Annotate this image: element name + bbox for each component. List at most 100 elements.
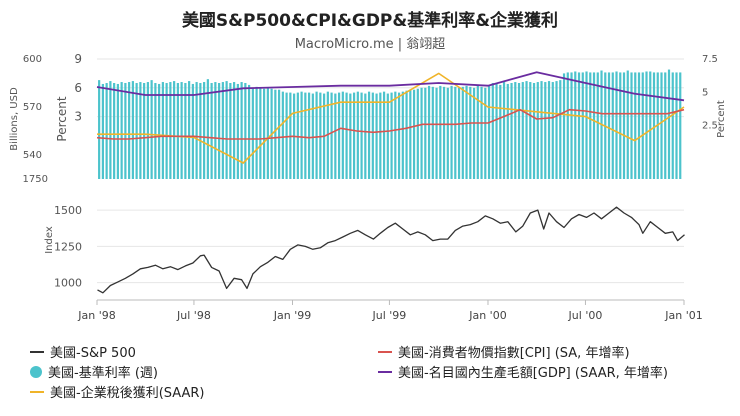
fed-rate-bar: [547, 81, 551, 179]
fed-rate-bar: [457, 87, 461, 179]
legend-label-profit: 美國-企業稅後獲利(SAAR): [50, 386, 205, 401]
profit-line: [97, 72, 685, 164]
fed-rate-bar: [401, 91, 404, 179]
fed-rate-bar: [300, 91, 303, 179]
fed-rate-bar: [484, 87, 487, 179]
fed-rate-bar: [679, 72, 682, 179]
fed-rate-bar: [244, 83, 247, 179]
legend-item-sp500[interactable]: 美國-S&P 500: [30, 342, 136, 361]
fed-rate-bar: [442, 86, 446, 179]
fed-rate-bar: [296, 92, 299, 179]
x-tick-label-5: Jul '00: [568, 309, 603, 322]
chart-subtitle: MacroMicro.me | 翁翊超: [294, 37, 446, 52]
tick-label-outer-0: 600: [23, 54, 42, 65]
fed-rate-bar: [634, 72, 637, 179]
fed-rate-bar: [143, 83, 146, 179]
fed-rate-bar: [176, 83, 179, 179]
fed-rate-bar: [637, 72, 641, 179]
fed-rate-bar: [596, 72, 599, 179]
fed-rate-bar: [255, 86, 258, 179]
fed-rate-bar: [165, 83, 168, 179]
fed-rate-bar: [472, 87, 476, 179]
fed-rate-bar: [315, 91, 318, 179]
fed-rate-bar: [480, 86, 483, 179]
fed-rate-bar: [667, 69, 671, 179]
fed-rate-bar: [337, 92, 341, 179]
fed-rate-bar: [158, 83, 161, 179]
legend-item-fed-rate[interactable]: 美國-基準利率 (週): [30, 362, 158, 381]
fed-rate-bar: [349, 93, 352, 179]
fed-rate-bar: [105, 83, 108, 179]
fed-rate-bar: [161, 82, 164, 179]
fed-rate-bar: [675, 72, 678, 179]
fed-rate-bar: [277, 89, 281, 179]
fed-rate-bar: [184, 83, 187, 179]
fed-rate-bar: [532, 83, 536, 179]
fed-rate-bar: [360, 92, 363, 179]
legend-item-gdp[interactable]: 美國-名目國內生產毛額[GDP] (SAAR, 年增率): [378, 362, 668, 381]
legend-label-gdp: 美國-名目國內生產毛額[GDP] (SAAR, 年增率): [398, 366, 668, 381]
tick-label-inner-bottom: 1750: [23, 174, 48, 185]
fed-rate-bar: [382, 91, 386, 179]
fed-rate-bar: [319, 92, 322, 179]
fed-rate-bar: [188, 81, 191, 179]
fed-rate-bar: [427, 85, 431, 179]
fed-rate-bar: [263, 88, 266, 179]
fed-rate-bar: [555, 81, 558, 179]
fed-rate-bar: [495, 83, 498, 179]
fed-rate-bar: [420, 87, 423, 179]
fed-rate-bar: [506, 83, 509, 179]
fed-rate-bar: [113, 83, 116, 179]
fed-rate-bar: [499, 84, 502, 179]
fed-rate-bar: [431, 86, 434, 179]
fed-rate-bar: [116, 83, 119, 179]
tick-label-index-0: 1500: [54, 204, 82, 217]
fed-rate-bar: [307, 92, 311, 179]
fed-rate-bar: [450, 85, 453, 179]
fed-rate-bar: [517, 83, 521, 179]
fed-rate-bar: [544, 82, 547, 179]
fed-rate-bar: [652, 72, 656, 179]
fed-rate-bar: [435, 87, 438, 179]
fed-rate-bar: [566, 72, 569, 179]
fed-rate-bar: [180, 82, 183, 179]
x-tick-label-1: Jul '98: [176, 309, 211, 322]
fed-rate-bar: [154, 83, 157, 179]
fed-rate-bar: [195, 82, 198, 179]
legend-marker-sp500: [30, 350, 44, 353]
fed-rate-bar: [641, 72, 644, 179]
fed-rate-bar: [540, 81, 543, 179]
fed-rate-bar: [379, 92, 382, 179]
fed-rate-bar: [622, 72, 626, 179]
fed-rate-bar: [615, 71, 618, 179]
fed-rate-bar: [214, 82, 217, 179]
fed-rate-bar: [248, 84, 251, 179]
fed-rate-bar: [559, 80, 562, 179]
fed-rate-bar: [266, 87, 269, 179]
fed-rate-bar: [424, 87, 427, 179]
legend-label-sp500: 美國-S&P 500: [50, 346, 136, 361]
fed-rate-bar: [536, 82, 539, 179]
fed-rate-bar: [375, 93, 378, 179]
legend-label-cpi: 美國-消費者物價指數[CPI] (SA, 年增率): [398, 346, 630, 361]
fed-rate-bar: [409, 89, 412, 179]
legend-item-profit[interactable]: 美國-企業稅後獲利(SAAR): [30, 382, 205, 401]
fed-rate-bar: [390, 92, 393, 179]
series-lines: [96, 71, 685, 294]
fed-rate-bar: [341, 91, 344, 179]
fed-rate-bar: [352, 92, 356, 179]
fed-rate-bar: [229, 83, 232, 179]
fed-rate-bar: [236, 83, 239, 179]
fed-rate-bar: [367, 91, 371, 179]
fed-rate-bar: [491, 83, 494, 179]
fed-rate-bar: [574, 71, 577, 179]
fed-rate-bar: [146, 82, 149, 179]
fed-rate-bar: [109, 81, 112, 179]
fed-rate-bar: [607, 72, 611, 179]
fed-rate-bar: [562, 73, 566, 179]
fed-rate-bar: [225, 81, 228, 179]
legend-item-cpi[interactable]: 美國-消費者物價指數[CPI] (SA, 年增率): [378, 342, 630, 361]
x-tick-label-2: Jan '99: [273, 309, 311, 322]
fed-rate-bar: [592, 72, 596, 179]
cpi-line: [96, 108, 685, 140]
